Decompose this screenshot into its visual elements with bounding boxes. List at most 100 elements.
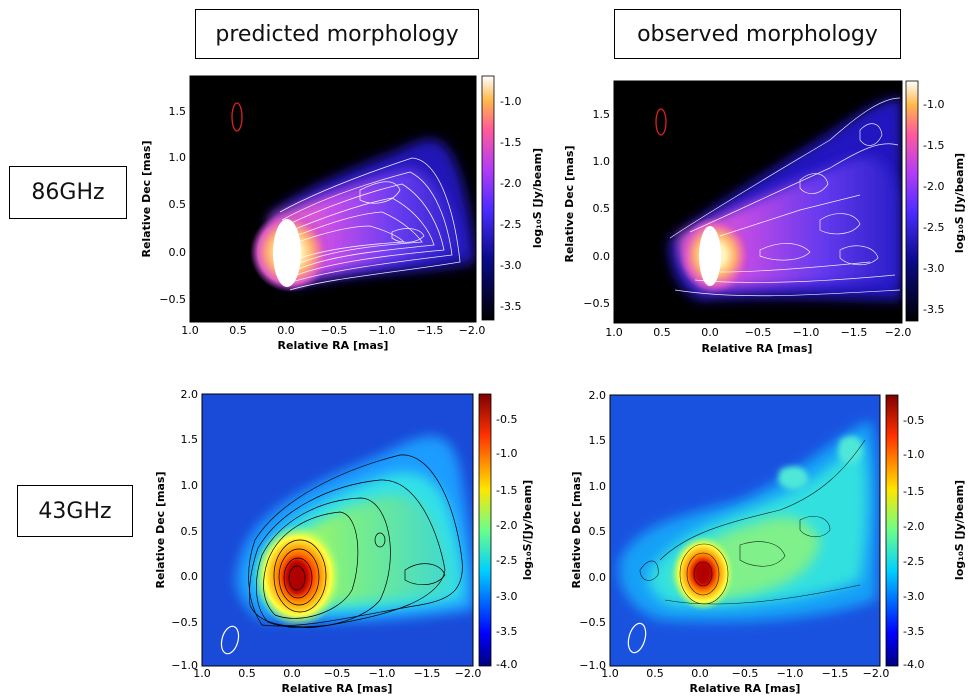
panel-predicted-86: 1.0 0.5 0.0 −0.5 −1.0 −1.5 −2.0 1.5 1.0 …	[140, 75, 544, 352]
svg-text:-4.0: -4.0	[903, 658, 924, 671]
svg-text:-1.5: -1.5	[923, 139, 944, 152]
colorbar-label-predicted-43: log₁₀S/[Jy/beam]	[521, 480, 534, 580]
svg-text:-2.5: -2.5	[500, 218, 521, 231]
ticks-y-predicted-86: 1.5 1.0 0.5 0.0 −0.5	[159, 105, 186, 306]
panel-predicted-86-frame	[189, 75, 477, 323]
svg-text:1.5: 1.5	[169, 105, 187, 118]
svg-text:−1.5: −1.5	[841, 326, 868, 339]
svg-text:−0.5: −0.5	[579, 616, 606, 629]
svg-text:2.0: 2.0	[589, 389, 607, 402]
ticks-x-predicted-86: 1.0 0.5 0.0 −0.5 −1.0 −1.5 −2.0	[181, 324, 485, 337]
svg-text:−2.0: −2.0	[455, 667, 482, 680]
header-observed-text: observed morphology	[637, 21, 878, 47]
label-86ghz: 86GHz	[9, 166, 127, 219]
svg-text:−0.5: −0.5	[745, 326, 772, 339]
svg-text:−1.0: −1.0	[369, 667, 396, 680]
panel-observed-43: 1.0 0.5 0.0 −0.5 −1.0 −1.5 −2.0 2.0 1.5 …	[570, 389, 966, 695]
svg-text:0.5: 0.5	[238, 667, 256, 680]
svg-text:−2.0: −2.0	[885, 326, 912, 339]
ticks-y-observed-43: 2.0 1.5 1.0 0.5 0.0 −0.5 −1.0	[579, 389, 606, 672]
svg-text:−1.0: −1.0	[777, 667, 804, 680]
svg-text:−0.5: −0.5	[324, 667, 351, 680]
svg-text:-3.5: -3.5	[496, 625, 517, 638]
svg-text:-1.5: -1.5	[496, 484, 517, 497]
panel-observed-86-frame	[613, 80, 903, 324]
svg-text:1.0: 1.0	[169, 151, 187, 164]
svg-text:-1.0: -1.0	[903, 448, 924, 461]
svg-text:-2.5: -2.5	[923, 221, 944, 234]
svg-text:0.5: 0.5	[169, 198, 187, 211]
colorbar-observed-86	[905, 80, 919, 322]
svg-text:−1.0: −1.0	[171, 659, 198, 672]
ylabel-observed-43: Relative Dec [mas]	[570, 471, 583, 588]
beam-observed-86	[655, 108, 667, 136]
panel-observed-86: 1.0 0.5 0.0 −0.5 −1.0 −1.5 −2.0 1.5 1.0 …	[563, 80, 966, 355]
svg-text:1.0: 1.0	[601, 667, 619, 680]
xlabel-predicted-43: Relative RA [mas]	[282, 682, 393, 695]
svg-text:0.5: 0.5	[593, 202, 611, 215]
svg-text:-2.0: -2.0	[500, 177, 521, 190]
svg-text:0.5: 0.5	[181, 525, 199, 538]
colorbar-observed-43	[885, 394, 899, 667]
svg-text:-0.5: -0.5	[903, 414, 924, 427]
svg-text:-2.0: -2.0	[923, 180, 944, 193]
svg-text:0.0: 0.0	[277, 324, 295, 337]
beam-predicted-43	[220, 625, 240, 655]
svg-text:−1.0: −1.0	[579, 659, 606, 672]
svg-text:-3.5: -3.5	[903, 625, 924, 638]
svg-text:1.5: 1.5	[181, 433, 199, 446]
svg-text:−0.5: −0.5	[159, 293, 186, 306]
xlabel-observed-43: Relative RA [mas]	[690, 682, 801, 695]
header-predicted: predicted morphology	[195, 9, 479, 59]
colorbar-ticks-predicted-86: -1.0 -1.5 -2.0 -2.5 -3.0 -3.5	[500, 95, 521, 313]
svg-text:-2.0: -2.0	[496, 519, 517, 532]
svg-text:-2.5: -2.5	[496, 554, 517, 567]
svg-text:0.0: 0.0	[701, 326, 719, 339]
colorbar-label-observed-86: log₁₀S [Jy/beam]	[953, 153, 966, 253]
header-observed: observed morphology	[614, 9, 901, 59]
panel-observed-43-frame	[609, 394, 881, 667]
svg-text:1.0: 1.0	[193, 667, 211, 680]
svg-text:−1.5: −1.5	[414, 667, 441, 680]
svg-text:1.0: 1.0	[181, 324, 199, 337]
svg-text:-4.0: -4.0	[496, 658, 517, 671]
svg-text:-3.0: -3.0	[923, 262, 944, 275]
svg-text:-2.0: -2.0	[903, 520, 924, 533]
colorbar-label-predicted-86: log₁₀S [Jy/beam]	[531, 148, 544, 248]
svg-text:1.0: 1.0	[589, 480, 607, 493]
colorbar-ticks-observed-86: -1.0 -1.5 -2.0 -2.5 -3.0 -3.5	[923, 98, 944, 316]
xlabel-predicted-86: Relative RA [mas]	[278, 339, 389, 352]
svg-text:-3.5: -3.5	[923, 303, 944, 316]
svg-text:−0.5: −0.5	[171, 616, 198, 629]
svg-text:−1.0: −1.0	[369, 324, 396, 337]
svg-text:0.0: 0.0	[283, 667, 301, 680]
svg-text:-3.5: -3.5	[500, 300, 521, 313]
svg-text:1.0: 1.0	[605, 326, 623, 339]
ticks-x-observed-86: 1.0 0.5 0.0 −0.5 −1.0 −1.5 −2.0	[605, 326, 911, 339]
svg-text:-1.0: -1.0	[496, 447, 517, 460]
svg-text:0.0: 0.0	[181, 570, 199, 583]
svg-text:0.5: 0.5	[646, 667, 664, 680]
svg-text:1.5: 1.5	[593, 108, 611, 121]
beam-predicted-86	[231, 102, 243, 132]
svg-text:-3.0: -3.0	[496, 590, 517, 603]
label-43ghz-text: 43GHz	[38, 498, 112, 524]
svg-text:-1.0: -1.0	[923, 98, 944, 111]
ylabel-predicted-86: Relative Dec [mas]	[140, 140, 153, 257]
colorbar-predicted-43	[478, 393, 492, 667]
svg-text:−0.5: −0.5	[732, 667, 759, 680]
svg-text:−2.0: −2.0	[863, 667, 890, 680]
ylabel-predicted-43: Relative Dec [mas]	[154, 471, 167, 588]
svg-text:1.5: 1.5	[589, 434, 607, 447]
svg-text:−1.0: −1.0	[793, 326, 820, 339]
svg-text:0.5: 0.5	[589, 525, 607, 538]
svg-text:−0.5: −0.5	[321, 324, 348, 337]
svg-text:-1.5: -1.5	[500, 136, 521, 149]
ticks-y-observed-86: 1.5 1.0 0.5 0.0 −0.5	[583, 108, 610, 310]
label-43ghz: 43GHz	[17, 485, 133, 537]
ylabel-observed-86: Relative Dec [mas]	[563, 145, 576, 262]
svg-text:-1.5: -1.5	[903, 485, 924, 498]
ticks-x-predicted-43: 1.0 0.5 0.0 −0.5 −1.0 −1.5 −2.0	[193, 667, 481, 680]
svg-text:0.5: 0.5	[653, 326, 671, 339]
